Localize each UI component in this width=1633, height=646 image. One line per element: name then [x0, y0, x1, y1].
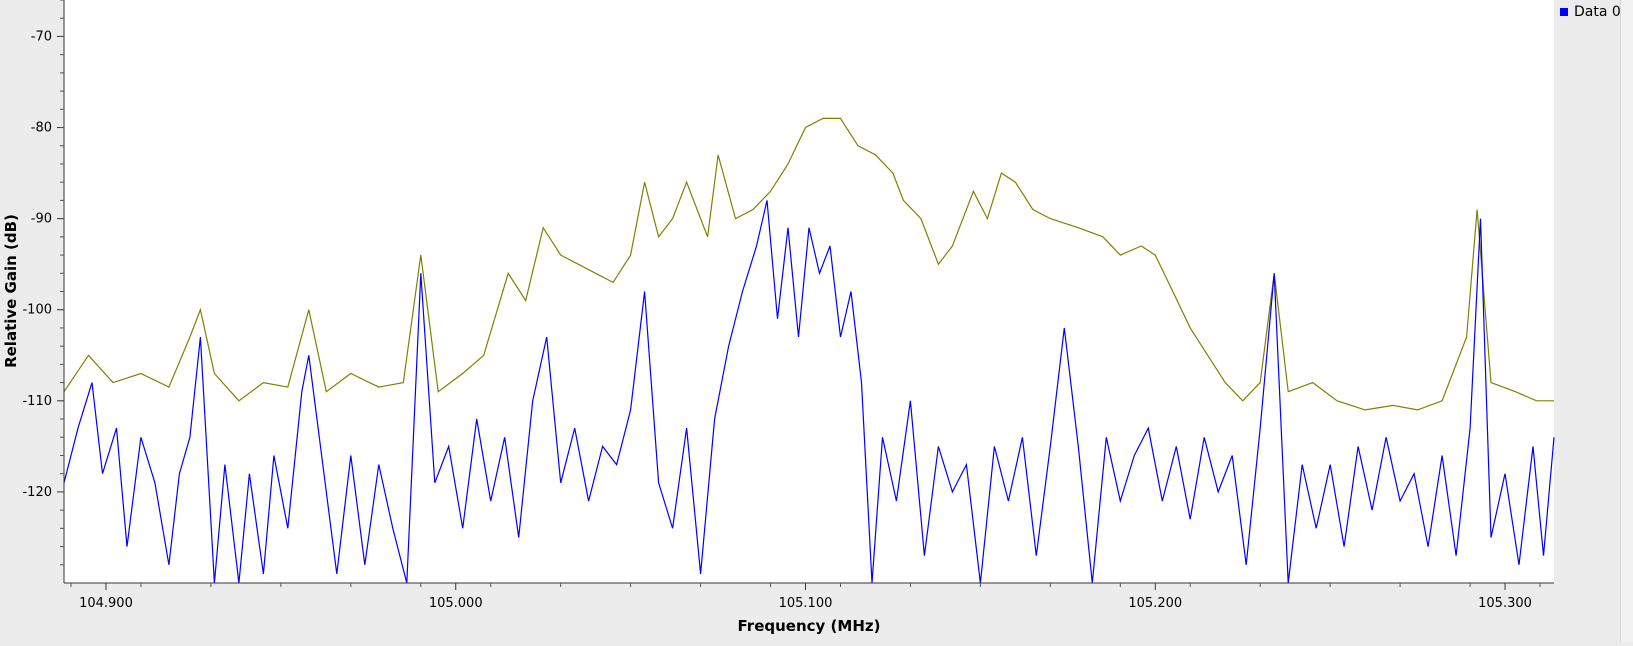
legend-swatch-data-0: [1560, 8, 1568, 16]
y-tick-label: -80: [31, 121, 52, 136]
series-line-data-1: [63, 200, 1555, 584]
y-axis-label: Relative Gain (dB): [2, 214, 20, 368]
x-axis-label: Frequency (MHz): [738, 617, 881, 635]
x-tick-label: 105.300: [1478, 596, 1532, 611]
y-tick-label: -120: [22, 485, 52, 500]
x-tick-label: 105.200: [1128, 596, 1182, 611]
plot-area: [64, 0, 1554, 583]
y-tick-label: -110: [22, 394, 52, 409]
y-tick-label: -100: [22, 303, 52, 318]
y-tick-label: -90: [31, 212, 52, 227]
x-tick-label: 105.000: [429, 596, 483, 611]
x-tick-label: 104.900: [79, 596, 133, 611]
y-tick-label: -70: [31, 29, 52, 44]
legend: Data 0: [1560, 4, 1621, 20]
x-tick-label: 105.100: [779, 596, 833, 611]
side-panel-edge: [1620, 0, 1633, 642]
legend-label-data-0: Data 0: [1574, 4, 1621, 20]
